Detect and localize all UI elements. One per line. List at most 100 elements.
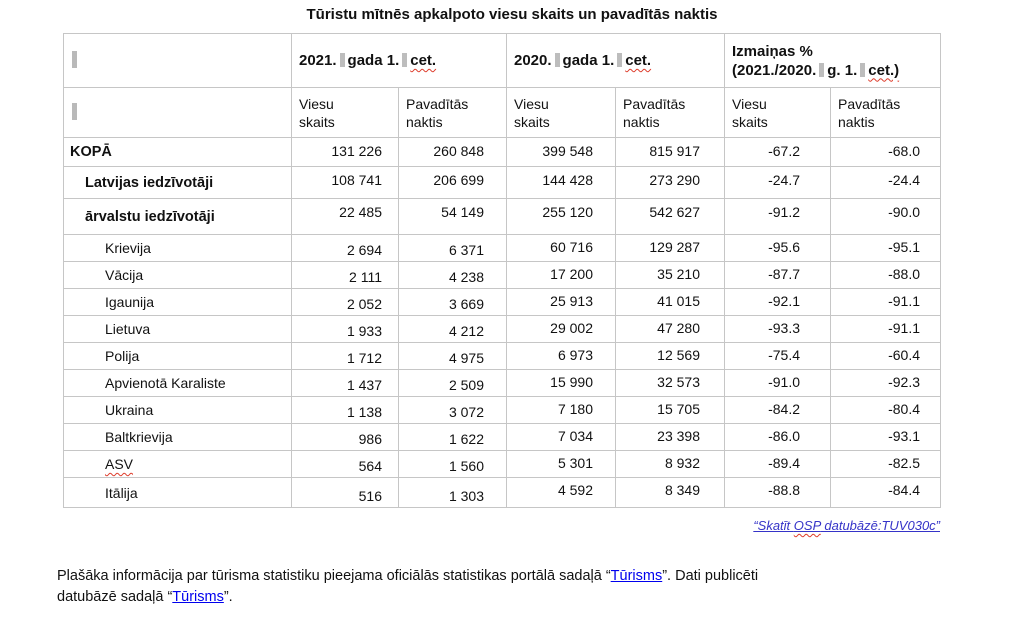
value-cell: -84.2 xyxy=(724,396,831,424)
note-text-2: ”. Dati publicēti xyxy=(662,568,759,584)
value-cell: 144 428 xyxy=(506,166,616,199)
document-title: Tūristu mītnēs apkalpoto viesu skaits un… xyxy=(306,6,718,23)
value-cell: -67.2 xyxy=(724,137,831,167)
value-cell: 2 509 xyxy=(398,369,507,397)
row-label: Latvijas iedzīvotāji xyxy=(63,166,292,199)
table-row: ārvalstu iedzīvotāji 22 485 54 149 255 120 5… xyxy=(63,198,941,235)
column-group-header: 2020. gada 1. cet. xyxy=(506,33,725,88)
value-cell: 54 149 xyxy=(398,198,507,235)
value-cell: -88.8 xyxy=(724,477,831,508)
value-cell: 17 200 xyxy=(506,261,616,289)
value-cell: 15 705 xyxy=(615,396,725,424)
value-cell: -60.4 xyxy=(830,342,941,370)
value-cell: 2 111 xyxy=(291,261,399,289)
paragraph-mark-icon xyxy=(72,50,77,68)
value-cell: 7 034 xyxy=(506,423,616,451)
value-cell: 5 301 xyxy=(506,450,616,478)
value-cell: -92.3 xyxy=(830,369,941,397)
group-header-segment: (2021./2020. xyxy=(732,61,817,79)
value-cell: 25 913 xyxy=(506,288,616,316)
value-cell: -92.1 xyxy=(724,288,831,316)
row-label: Lietuva xyxy=(63,315,292,343)
value-cell: 1 437 xyxy=(291,369,399,397)
highlighted-space-mark xyxy=(860,62,866,77)
value-cell: 986 xyxy=(291,423,399,451)
value-cell: 8 932 xyxy=(615,450,725,478)
value-cell: 1 712 xyxy=(291,342,399,370)
highlighted-space-mark xyxy=(554,53,560,67)
value-cell: -84.4 xyxy=(830,477,941,508)
value-cell: -90.0 xyxy=(830,198,941,235)
table-body: KOPĀ 131 226 260 848 399 548 815 917 -67.2 -68… xyxy=(63,137,941,508)
footer-note: Plašāka informācija par tūrisma statisti… xyxy=(57,566,984,608)
turisms-link-1[interactable]: Tūrisms xyxy=(610,568,663,584)
value-cell: -88.0 xyxy=(830,261,941,289)
value-cell: 273 290 xyxy=(615,166,725,199)
value-cell: 4 975 xyxy=(398,342,507,370)
column-group-header: 2021. gada 1. cet. xyxy=(291,33,507,88)
group-header-segment: cet. xyxy=(410,52,437,69)
value-cell: -86.0 xyxy=(724,423,831,451)
group-header-segment: g. 1. xyxy=(827,61,858,79)
row-label: Itālija xyxy=(63,477,292,508)
table-row: Lietuva 1 933 4 212 29 002 47 280 -93.3 -91.1 xyxy=(63,315,941,343)
value-cell: 516 xyxy=(291,477,399,508)
table-row: Ukraina 1 138 3 072 7 180 15 705 -84.2 -80.4 xyxy=(63,396,941,424)
value-cell: 12 569 xyxy=(615,342,725,370)
group-header-line1: Izmaiņas % xyxy=(732,42,813,60)
value-cell: 4 238 xyxy=(398,261,507,289)
value-cell: 2 694 xyxy=(291,234,399,262)
table-row: Vācija 2 111 4 238 17 200 35 210 -87.7 -88.0 xyxy=(63,261,941,289)
value-cell: 260 848 xyxy=(398,137,507,167)
row-label: ASV xyxy=(63,450,292,478)
highlighted-space-mark xyxy=(402,53,408,67)
value-cell: 2 052 xyxy=(291,288,399,316)
value-cell: 6 973 xyxy=(506,342,616,370)
value-cell: 399 548 xyxy=(506,137,616,167)
value-cell: 41 015 xyxy=(615,288,725,316)
value-cell: 7 180 xyxy=(506,396,616,424)
column-subheader: Viesu skaits xyxy=(724,87,831,138)
value-cell: -68.0 xyxy=(830,137,941,167)
value-cell: -82.5 xyxy=(830,450,941,478)
value-cell: 35 210 xyxy=(615,261,725,289)
corner-cell xyxy=(63,87,292,138)
value-cell: 47 280 xyxy=(615,315,725,343)
group-header-segment: 2020. xyxy=(514,52,552,69)
column-subheader: Viesu skaits xyxy=(506,87,616,138)
value-cell: -75.4 xyxy=(724,342,831,370)
paragraph-mark-icon xyxy=(72,102,77,120)
table-row: KOPĀ 131 226 260 848 399 548 815 917 -67.2 -68… xyxy=(63,137,941,167)
corner-cell xyxy=(63,33,292,88)
db-link-pre: “Skatīt xyxy=(753,518,794,533)
turisms-link-2[interactable]: Tūrisms xyxy=(172,589,224,605)
value-cell: -91.1 xyxy=(830,288,941,316)
column-group-header: Izmaiņas % (2021./2020. g. 1. cet.) xyxy=(724,33,941,88)
note-text-4: ”. xyxy=(223,589,233,605)
note-text-3: datubāzē sadaļā “ xyxy=(57,589,173,605)
value-cell: -24.4 xyxy=(830,166,941,199)
row-label: Krievija xyxy=(63,234,292,262)
value-cell: 129 287 xyxy=(615,234,725,262)
value-cell: 3 072 xyxy=(398,396,507,424)
value-cell: -91.1 xyxy=(830,315,941,343)
value-cell: 542 627 xyxy=(615,198,725,235)
value-cell: 1 138 xyxy=(291,396,399,424)
value-cell: 1 622 xyxy=(398,423,507,451)
value-cell: 3 669 xyxy=(398,288,507,316)
osp-database-link[interactable]: “Skatīt OSP datubāzē:TUV030c” xyxy=(753,518,940,533)
row-label: Apvienotā Karaliste xyxy=(63,369,292,397)
value-cell: 815 917 xyxy=(615,137,725,167)
table-row: ASV 564 1 560 5 301 8 932 -89.4 -82.5 xyxy=(63,450,941,478)
value-cell: -89.4 xyxy=(724,450,831,478)
row-label: Polija xyxy=(63,342,292,370)
group-header-segment: 2021. xyxy=(299,52,337,69)
value-cell: -24.7 xyxy=(724,166,831,199)
group-header-segment: cet.) xyxy=(868,61,900,79)
row-label: Baltkrievija xyxy=(63,423,292,451)
table-row: Itālija 516 1 303 4 592 8 349 -88.8 -84.4 xyxy=(63,477,941,508)
row-label: Ukraina xyxy=(63,396,292,424)
value-cell: 4 212 xyxy=(398,315,507,343)
value-cell: -93.3 xyxy=(724,315,831,343)
